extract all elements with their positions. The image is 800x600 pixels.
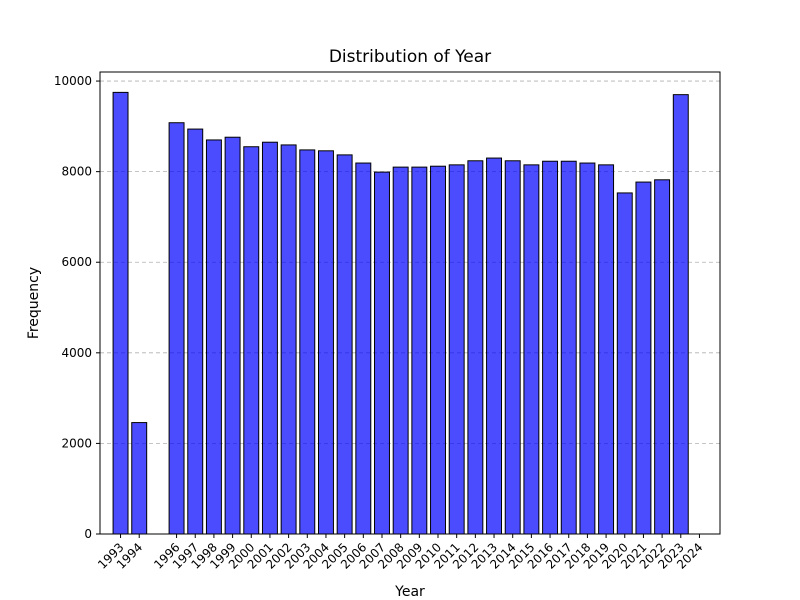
bar-2014 xyxy=(504,160,521,535)
y-tick-label: 4000 xyxy=(61,346,92,360)
bar-2004 xyxy=(317,150,334,535)
bar-2012 xyxy=(467,160,484,535)
bar-2020 xyxy=(616,192,633,535)
bars-group xyxy=(112,91,689,535)
y-axis-label: Frequency xyxy=(26,267,42,339)
bar-1994 xyxy=(131,422,148,535)
bar-2007 xyxy=(374,171,390,535)
bar-2002 xyxy=(280,144,297,535)
bar-2019 xyxy=(598,164,615,535)
bar-2006 xyxy=(355,162,372,535)
plot-frame xyxy=(99,71,721,535)
bar-1993 xyxy=(112,91,129,535)
bar-2003 xyxy=(299,149,316,535)
x-axis-label: Year xyxy=(394,584,425,600)
bar-2016 xyxy=(542,160,559,535)
bar-1997 xyxy=(187,128,204,535)
bar-2023 xyxy=(672,94,689,535)
bar-2009 xyxy=(411,166,428,535)
bar-2001 xyxy=(261,141,278,535)
chart-title: Distribution of Year xyxy=(329,47,491,67)
bar-1996 xyxy=(168,122,185,535)
bar-2017 xyxy=(560,160,577,535)
bar-2021 xyxy=(635,181,652,535)
bar-2018 xyxy=(579,162,596,535)
y-tick-label: 0 xyxy=(84,527,92,541)
bar-2011 xyxy=(448,164,465,535)
bar-1998 xyxy=(205,139,222,535)
bar-1999 xyxy=(224,136,241,535)
y-tick-label: 6000 xyxy=(61,255,92,269)
bar-2013 xyxy=(486,157,503,535)
bar-2000 xyxy=(243,146,260,535)
bar-2022 xyxy=(654,179,671,535)
bar-2015 xyxy=(523,164,540,535)
y-axis-ticks: 0 2000 4000 6000 8000 10000 xyxy=(54,74,100,541)
y-tick-label: 2000 xyxy=(61,436,92,450)
y-tick-label: 8000 xyxy=(61,165,92,179)
bar-2010 xyxy=(430,165,446,535)
bar-2008 xyxy=(392,166,409,535)
y-tick-label: 10000 xyxy=(54,74,92,88)
bar-2005 xyxy=(336,154,353,535)
